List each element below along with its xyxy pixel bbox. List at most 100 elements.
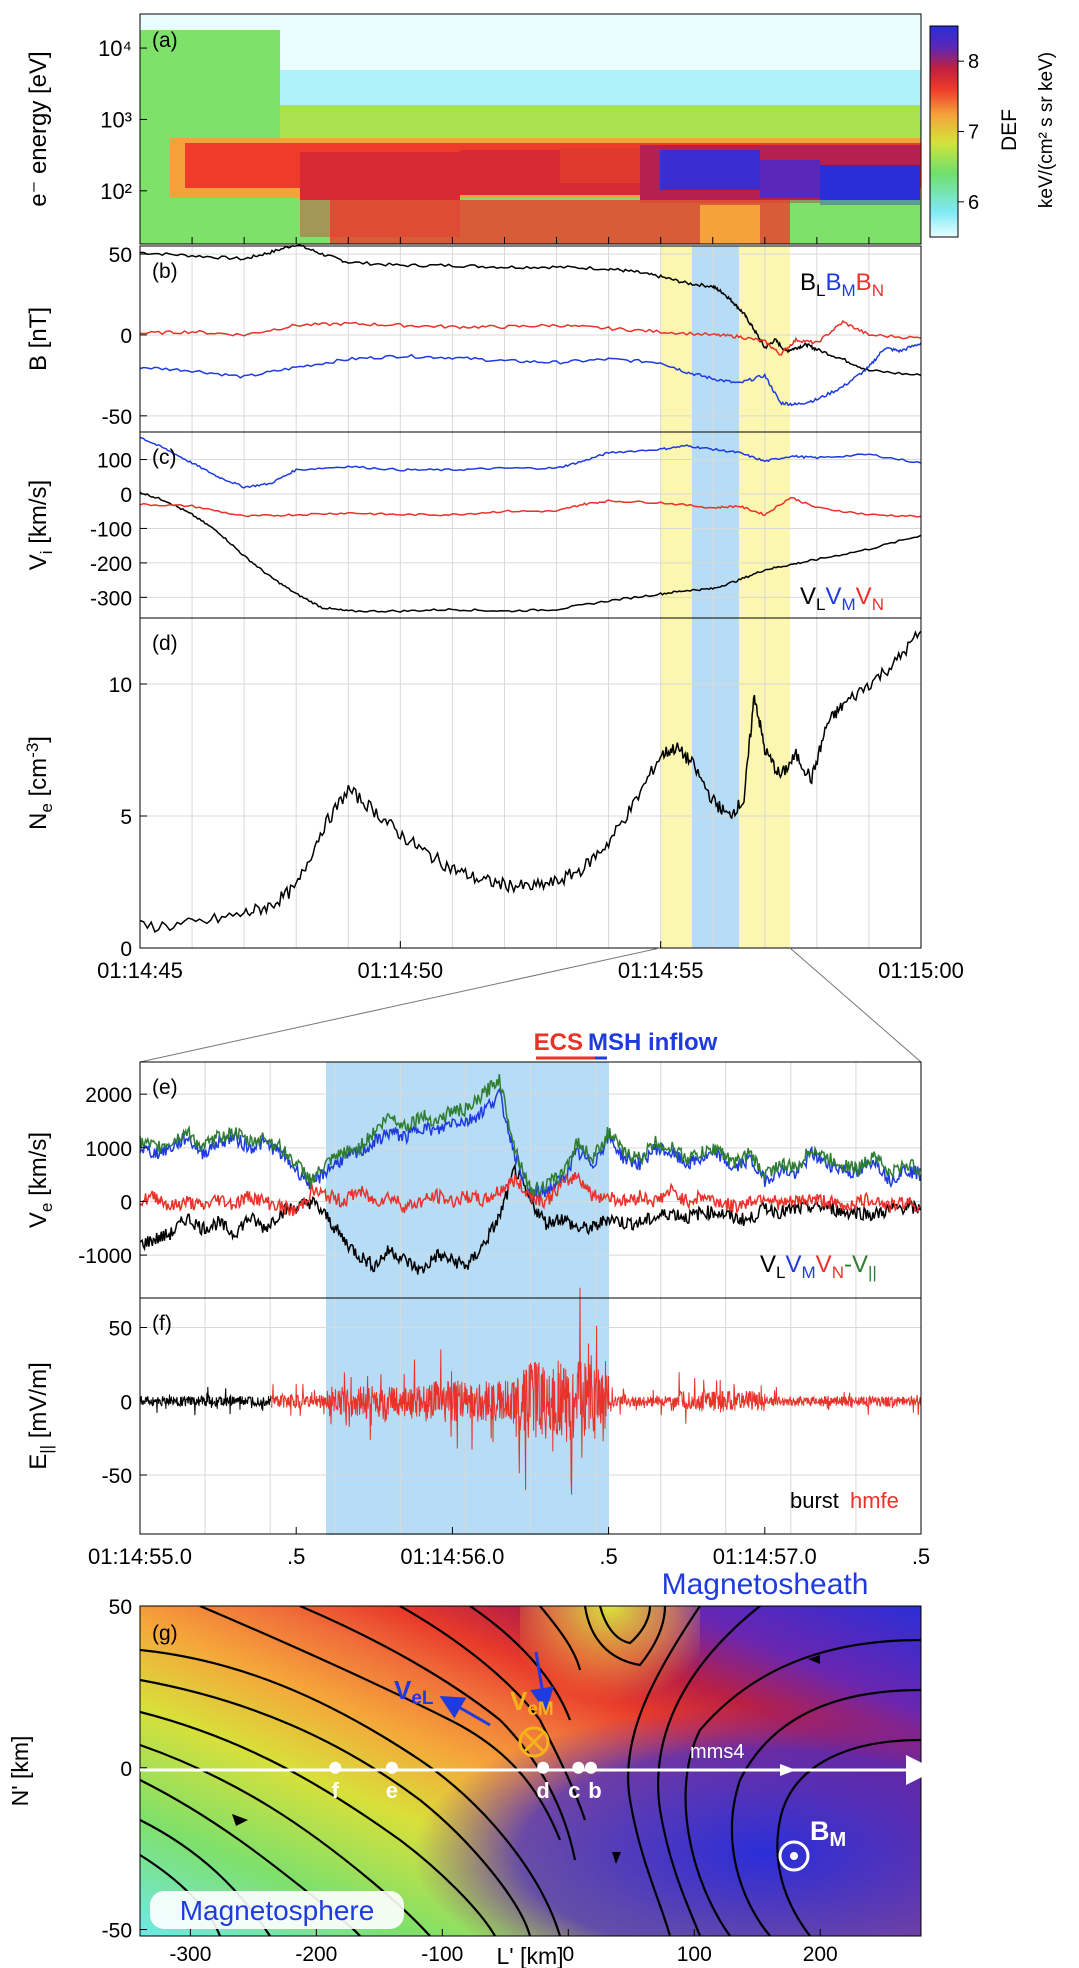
- y-axis-label-units: [cm: [25, 758, 52, 803]
- y-axis-label-units: [km/s]: [25, 1132, 52, 1203]
- veL-label: VeL: [394, 1675, 434, 1709]
- x-tick-label: 01:14:50: [358, 958, 444, 983]
- legend-hmfe: hmfe: [850, 1488, 899, 1513]
- veM-label: VeM: [510, 1686, 554, 1720]
- grid: [140, 432, 921, 618]
- panel-b: 500-50(b)B [nT]BLBMBN: [25, 244, 922, 433]
- y-axis-label: Ve [km/s]: [25, 1132, 56, 1228]
- legend-entry: B: [800, 269, 816, 296]
- trajectory-arrow: [780, 1764, 796, 1776]
- y-tick-label: -50: [102, 1465, 132, 1488]
- legend-entry-sub: N: [872, 595, 884, 614]
- colorbar: [929, 25, 959, 238]
- bm-label: BM: [810, 1816, 846, 1851]
- y-tick-label: 0: [120, 484, 132, 507]
- x-tick-label: 01:15:00: [878, 958, 964, 983]
- x-tick-label: 01:14:56.0: [400, 1544, 504, 1569]
- y-tick-label: 50: [109, 1596, 132, 1619]
- trajectory-point-label-c: c: [568, 1778, 580, 1803]
- x-tick-label: 01:14:55.0: [88, 1544, 192, 1569]
- ecs-label: ECS: [534, 1029, 583, 1056]
- grid: [140, 618, 921, 949]
- x-tick-label: 01:14:57.0: [713, 1544, 817, 1569]
- x-tick-label: 01:14:55: [618, 958, 704, 983]
- panel-label: (d): [152, 632, 178, 655]
- y-tick-label: 5: [120, 806, 132, 829]
- panels-bcd: 500-50(b)B [nT]BLBMBN1000-100-200-300(c)…: [23, 244, 964, 983]
- x-tick-label: .5: [912, 1544, 930, 1569]
- y-tick-label: -300: [90, 587, 132, 610]
- legend-entry-sub: M: [842, 595, 856, 614]
- x-tick-label: 01:14:45: [97, 958, 183, 983]
- legend-entry: V: [816, 1251, 832, 1278]
- series-L-line: [139, 1162, 922, 1275]
- y-tick-label: 50: [109, 1318, 132, 1341]
- legend-entry: -V: [844, 1251, 868, 1278]
- legend: VLVMVN-V||: [760, 1251, 877, 1282]
- y-axis-label-sub: i: [37, 550, 56, 554]
- x-tick-label: -200: [295, 1943, 337, 1966]
- legend-entry: V: [785, 1251, 801, 1278]
- legend-entry: V: [856, 583, 872, 610]
- y-axis-label-sub: e: [37, 1203, 56, 1212]
- x-tick-label: 100: [677, 1943, 712, 1966]
- y-tick-label: 100: [97, 450, 132, 473]
- out-of-page-symbol: [778, 1840, 810, 1872]
- trajectory-point-label-b: b: [588, 1778, 601, 1803]
- legend-entry: V: [760, 1251, 776, 1278]
- zoom-lines: [139, 947, 922, 1063]
- panel-a-ylabel: e⁻ energy [eV]: [25, 51, 52, 206]
- colorbar-tick-label: 7: [968, 122, 979, 144]
- legend-entry: V: [800, 583, 816, 610]
- y-tick-label: -200: [90, 553, 132, 576]
- panel-a-frame: [139, 13, 922, 245]
- series-M-line: [139, 436, 922, 489]
- magnetosphere-label: Magnetosphere: [180, 1895, 375, 1926]
- panel-a: (a) 10⁴ 10³ 10² e⁻ energy [eV] 8 7 6 DEF keV…: [25, 13, 1057, 245]
- y-axis-label-main: V: [25, 554, 52, 570]
- y-axis-label-main: E: [25, 1454, 52, 1470]
- y-axis-label-sup: -3: [23, 743, 42, 758]
- trajectory-point-d: [537, 1761, 550, 1774]
- x-tick-label: -100: [421, 1943, 463, 1966]
- legend-entry-sub: L: [776, 1263, 785, 1282]
- y-tick-label: 2000: [85, 1084, 132, 1107]
- series-hmfe-trace: [270, 1287, 922, 1495]
- y-axis-label-sub: ||: [37, 1445, 56, 1454]
- y-tick-label: 0: [120, 1191, 132, 1214]
- y-tick-label: 1000: [85, 1138, 132, 1161]
- legend: BLBMBN: [800, 269, 884, 300]
- series-L-line: [139, 491, 922, 613]
- y-tick-label: -1000: [78, 1245, 132, 1268]
- colorbar-ticks: 8 7 6: [958, 51, 979, 214]
- panel-label: (f): [152, 1312, 172, 1335]
- magnetosphere-label-box: [150, 1891, 404, 1929]
- y-axis-label: Vi [km/s]: [25, 480, 56, 570]
- y-tick-label: 10⁴: [98, 36, 132, 61]
- series--V||-line: [139, 1074, 922, 1196]
- y-tick-label: 0: [120, 1758, 132, 1781]
- frame: [139, 1297, 922, 1535]
- y-axis-label-units-end: ]: [25, 736, 52, 743]
- panel-label: (e): [152, 1076, 178, 1099]
- x-tick-label: .5: [287, 1544, 305, 1569]
- legend-entry: V: [825, 583, 841, 610]
- panel-c: 1000-100-200-300(c)Vi [km/s]VLVMVN: [25, 431, 922, 619]
- legend-entry-sub: L: [816, 281, 825, 300]
- y-axis-label: E|| [mV/m]: [25, 1362, 56, 1470]
- legend-entry-sub: L: [816, 595, 825, 614]
- colorbar-tick-label: 8: [968, 51, 979, 73]
- trajectory-point-label-e: e: [386, 1778, 398, 1803]
- y-axis-label: Ne [cm-3]: [23, 736, 56, 830]
- trajectory-point-label-d: d: [536, 1778, 549, 1803]
- panel-label: (b): [152, 260, 178, 283]
- series-L-line: [140, 244, 922, 377]
- y-axis-label-sub: e: [37, 803, 56, 812]
- series-N-line: [139, 496, 922, 518]
- trajectory-label: mms4: [690, 1741, 744, 1763]
- grid: [140, 1298, 921, 1534]
- magnetosheath-label: Magnetosheath: [662, 1568, 869, 1601]
